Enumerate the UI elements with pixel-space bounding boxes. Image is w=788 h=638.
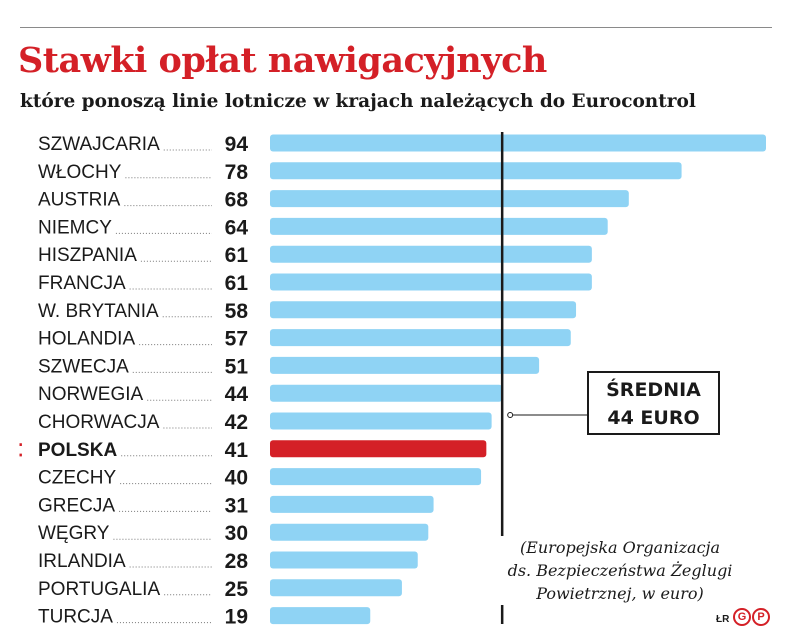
- bar: [270, 134, 766, 152]
- value-label: 28: [225, 550, 249, 573]
- category-label: POLSKA: [38, 440, 117, 461]
- bar: [270, 523, 429, 541]
- value-label: 57: [225, 328, 248, 351]
- source-line-2: ds. Bezpieczeństwa Żeglugi: [507, 561, 733, 580]
- value-label: 94: [225, 133, 249, 156]
- author-credit: ŁR: [716, 614, 730, 625]
- source-line-3: Powietrznej, w euro): [536, 584, 704, 603]
- category-label: W. BRYTANIA: [38, 301, 159, 322]
- category-label: WĘGRY: [38, 523, 110, 544]
- value-label: 42: [225, 411, 248, 434]
- bar: [270, 301, 577, 319]
- source-note: (Europejska Organizacja ds. Bezpieczeńst…: [486, 536, 754, 605]
- value-label: 61: [225, 272, 249, 295]
- category-label: WŁOCHY: [38, 162, 122, 183]
- value-label: 40: [225, 467, 248, 490]
- logo-letter-p: P: [752, 608, 770, 626]
- value-label: 78: [225, 161, 249, 184]
- category-label: SZWAJCARIA: [38, 134, 160, 155]
- bar: [270, 329, 571, 347]
- value-label: 64: [225, 216, 249, 239]
- average-label-line2: 44 EURO: [607, 407, 700, 429]
- category-label: PORTUGALIA: [38, 579, 160, 600]
- bar: [270, 551, 418, 569]
- value-label: 61: [225, 244, 249, 267]
- category-label: CHORWACJA: [38, 412, 160, 433]
- value-label: 31: [225, 494, 249, 517]
- publisher-logo: G P: [733, 608, 770, 626]
- bar: [270, 190, 629, 208]
- category-label: NORWEGIA: [38, 384, 144, 405]
- value-label: 51: [225, 355, 249, 378]
- bar: [270, 412, 492, 430]
- category-label: SZWECJA: [38, 356, 129, 377]
- category-label: TURCJA: [38, 607, 113, 628]
- category-label: GRECJA: [38, 495, 115, 516]
- value-label: 19: [225, 606, 248, 629]
- bar: [270, 440, 487, 458]
- value-label: 41: [225, 439, 249, 462]
- chart-subtitle: które ponoszą linie lotnicze w krajach n…: [20, 91, 696, 112]
- category-label: IRLANDIA: [38, 551, 126, 572]
- bar: [270, 356, 540, 374]
- logo-letter-g: G: [733, 608, 751, 626]
- bar: [270, 273, 592, 291]
- chart-title: Stawki opłat nawigacyjnych: [18, 40, 547, 81]
- value-label: 68: [225, 189, 249, 212]
- category-label: NIEMCY: [38, 217, 112, 238]
- average-label-box: ŚREDNIA 44 EURO: [587, 371, 720, 435]
- bar: [270, 217, 608, 235]
- average-connector-dot: [507, 412, 514, 418]
- bar: [270, 579, 402, 597]
- bar: [270, 384, 503, 402]
- bar: [270, 245, 592, 263]
- category-label: HISZPANIA: [38, 245, 137, 266]
- value-label: 44: [225, 383, 249, 406]
- category-label: AUSTRIA: [38, 190, 121, 211]
- value-label: 30: [225, 522, 248, 545]
- bar: [270, 607, 371, 625]
- bar: [270, 162, 682, 180]
- highlight-marker: ⁚: [18, 441, 23, 460]
- bar: [270, 468, 482, 486]
- bar: [270, 495, 434, 513]
- value-label: 25: [225, 578, 249, 601]
- category-label: FRANCJA: [38, 273, 126, 294]
- average-label-line1: ŚREDNIA: [606, 379, 701, 401]
- source-line-1: (Europejska Organizacja: [519, 538, 721, 557]
- category-label: HOLANDIA: [38, 329, 135, 350]
- value-label: 58: [225, 300, 249, 323]
- category-label: CZECHY: [38, 468, 116, 489]
- top-rule: [20, 27, 772, 28]
